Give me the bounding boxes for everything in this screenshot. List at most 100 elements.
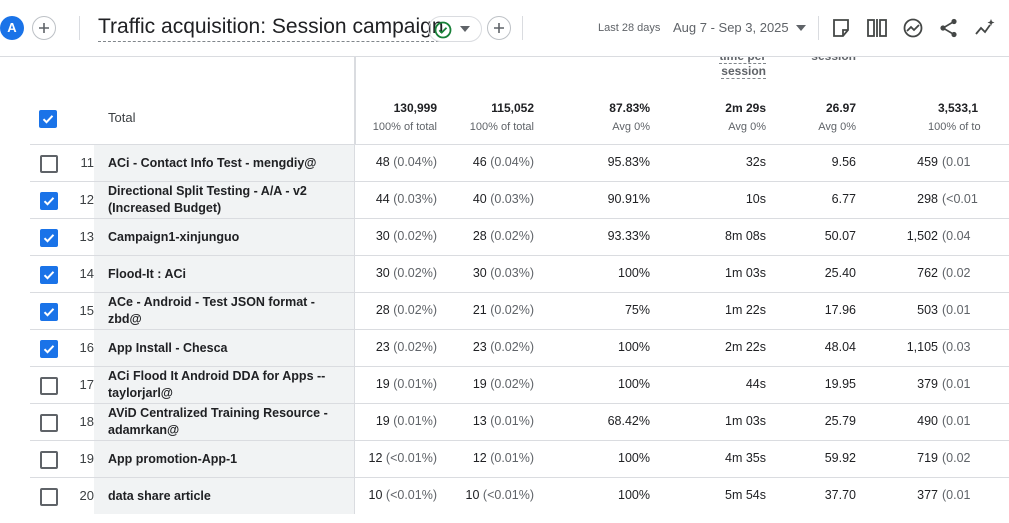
metric-cell: 44 (0.03%) — [375, 192, 437, 206]
row-checkbox[interactable] — [40, 414, 58, 432]
divider — [354, 218, 355, 255]
dimension-cell-bg — [94, 256, 354, 292]
table-row[interactable]: 13 Campaign1-xinjunguo 30 (0.02%) 28 (0.02%… — [30, 218, 1009, 255]
metric-cell: 10 (<0.01%) — [465, 488, 534, 502]
metric-cell: 95.83% — [607, 155, 650, 169]
row-checkbox[interactable] — [40, 451, 58, 469]
row-checkbox[interactable] — [40, 340, 58, 358]
metric-cell-pct: (0.03 — [942, 340, 971, 354]
divider — [354, 403, 355, 440]
metric-cell: 1,502 — [906, 229, 938, 243]
row-checkbox[interactable] — [40, 155, 58, 173]
total-label: Total — [108, 110, 136, 125]
total-cell: 115,052 100% of total — [469, 101, 534, 133]
row-checkbox[interactable] — [40, 488, 58, 506]
add-icon — [494, 23, 504, 33]
add-icon — [39, 23, 49, 33]
chevron-down-icon[interactable] — [796, 25, 806, 31]
metric-cell: 90.91% — [607, 192, 650, 206]
table-row[interactable]: 17 ACi Flood It Android DDA for Apps -- t… — [30, 366, 1009, 403]
metric-cell: 13 (0.01%) — [472, 414, 534, 428]
campaign-name[interactable]: App Install - Chesca — [108, 341, 228, 355]
metric-cell: 100% — [618, 451, 650, 465]
row-index: 13 — [79, 229, 94, 244]
table-row[interactable]: 16 App Install - Chesca 23 (0.02%) 23 (0.02… — [30, 329, 1009, 366]
table-row[interactable]: 18 AViD Centralized Training Resource - a… — [30, 403, 1009, 440]
report-status-dropdown[interactable] — [428, 16, 482, 42]
table-row[interactable]: 19 App promotion-App-1 12 (<0.01%) 12 (0.01… — [30, 440, 1009, 477]
divider — [355, 57, 356, 144]
total-cell: 3,533,1 100% of to — [928, 101, 981, 133]
metric-cell: 59.92 — [824, 451, 856, 465]
row-checkbox[interactable] — [40, 303, 58, 321]
campaign-name[interactable]: Directional Split Testing - A/A - v2 (In… — [108, 184, 307, 215]
column-header-events-per-session[interactable]: session — [790, 57, 856, 63]
date-range-picker[interactable]: Aug 7 - Sep 3, 2025 — [673, 20, 789, 35]
campaign-name[interactable]: ACe - Android - Test JSON format - zbd@ — [108, 295, 315, 326]
row-index: 11 — [80, 155, 95, 170]
metric-cell: 19 (0.01%) — [375, 414, 437, 428]
campaign-name[interactable]: App promotion-App-1 — [108, 452, 238, 466]
metric-cell: 4m 35s — [725, 451, 766, 465]
divider — [354, 329, 355, 366]
column-header-engagement-time[interactable]: time per session — [690, 57, 766, 79]
campaign-name[interactable]: data share article — [108, 489, 211, 503]
dimension-cell-bg — [94, 293, 354, 329]
divider — [354, 255, 355, 292]
select-all-checkbox[interactable] — [39, 110, 57, 128]
report-header: A Traffic acquisition: Session campaign … — [0, 0, 1009, 57]
metric-cell: 21 (0.02%) — [472, 303, 534, 317]
row-index: 14 — [79, 266, 94, 281]
metric-cell: 459 — [917, 155, 938, 169]
checkmark-icon — [43, 271, 55, 280]
table-row[interactable]: 14 Flood-It : ACi 30 (0.02%) 30 (0.03%) 100%… — [30, 255, 1009, 292]
row-checkbox[interactable] — [40, 377, 58, 395]
campaign-name[interactable]: Campaign1-xinjunguo — [108, 230, 240, 244]
metric-cell: 100% — [618, 266, 650, 280]
campaign-name[interactable]: ACi Flood It Android DDA for Apps -- tay… — [108, 369, 326, 400]
table-row[interactable]: 15 ACe - Android - Test JSON format - zbd… — [30, 292, 1009, 329]
row-index: 18 — [79, 414, 94, 429]
metric-cell: 30 (0.03%) — [472, 266, 534, 280]
campaign-name[interactable]: ACi - Contact Info Test - mengdiy@ — [108, 156, 317, 170]
sparkle-icon[interactable] — [974, 17, 996, 39]
account-avatar[interactable]: A — [0, 16, 24, 40]
compare-icon[interactable] — [866, 17, 888, 39]
metric-cell: 50.07 — [824, 229, 856, 243]
add-report-button[interactable] — [487, 16, 511, 40]
add-comparison-button[interactable] — [32, 16, 56, 40]
insights-icon[interactable] — [902, 17, 924, 39]
divider — [522, 16, 523, 40]
dimension-cell-bg — [94, 145, 354, 181]
campaign-name[interactable]: AViD Centralized Training Resource - ada… — [108, 406, 328, 437]
checkmark-icon — [43, 345, 55, 354]
dimension-cell-bg — [94, 441, 354, 477]
metric-cell: 379 — [917, 377, 938, 391]
metric-cell: 8m 08s — [725, 229, 766, 243]
row-checkbox[interactable] — [40, 266, 58, 284]
metric-cell: 1m 03s — [725, 266, 766, 280]
metric-cell: 48 (0.04%) — [375, 155, 437, 169]
divider — [354, 477, 355, 514]
total-cell: 87.83% Avg 0% — [609, 101, 650, 133]
table-row[interactable]: 20 data share article 10 (<0.01%) 10 (<0.01… — [30, 477, 1009, 514]
metric-cell: 6.77 — [831, 192, 856, 206]
table-row[interactable]: 11 ACi - Contact Info Test - mengdiy@ 48 (… — [30, 144, 1009, 181]
campaign-name[interactable]: Flood-It : ACi — [108, 267, 186, 281]
divider — [79, 16, 80, 40]
table-row[interactable]: 12 Directional Split Testing - A/A - v2 (… — [30, 181, 1009, 218]
metric-cell: 10 (<0.01%) — [368, 488, 437, 502]
share-icon[interactable] — [938, 17, 960, 39]
checkmark-icon — [42, 115, 54, 124]
metric-cell: 503 — [917, 303, 938, 317]
report-title[interactable]: Traffic acquisition: Session campaign — [98, 14, 444, 42]
metric-cell: 12 (<0.01%) — [368, 451, 437, 465]
metric-cell: 5m 54s — [725, 488, 766, 502]
metric-cell-pct: (0.01 — [942, 377, 971, 391]
metric-cell: 1,105 — [906, 340, 938, 354]
metric-cell: 40 (0.03%) — [472, 192, 534, 206]
edit-icon[interactable] — [830, 17, 852, 39]
row-checkbox[interactable] — [40, 229, 58, 247]
row-checkbox[interactable] — [40, 192, 58, 210]
metric-cell: 30 (0.02%) — [375, 266, 437, 280]
